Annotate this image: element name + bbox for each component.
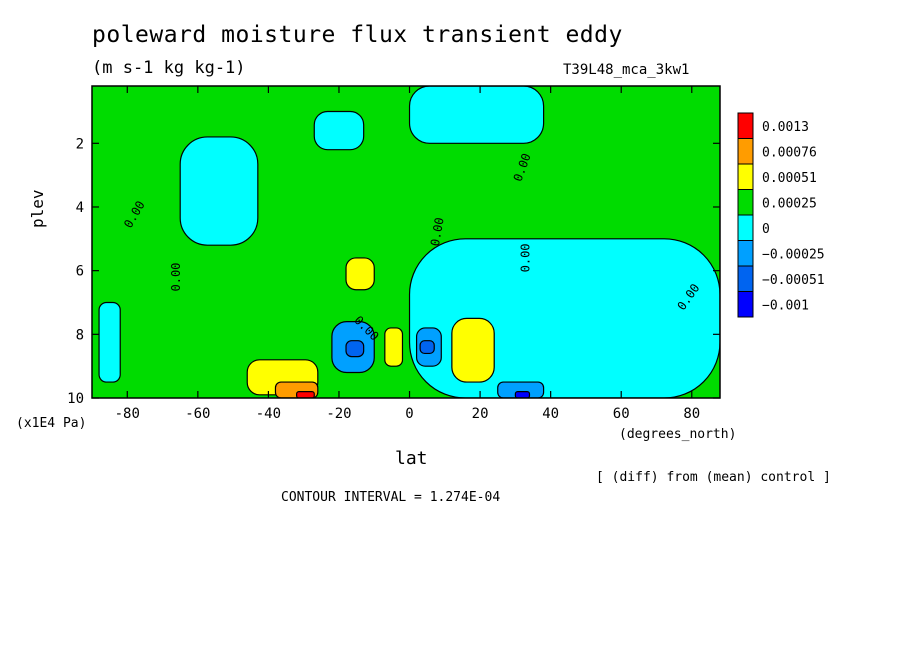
y-tick-label: 10 (67, 391, 84, 407)
legend-label: 0.00025 (762, 196, 817, 211)
contour-region-16 (514, 391, 531, 398)
x-tick-label: 60 (613, 406, 630, 422)
contour-region-8 (345, 257, 375, 291)
x-tick-label: 20 (472, 406, 489, 422)
contour-region-0 (98, 301, 121, 383)
x-axis-label: lat (395, 448, 428, 469)
y-tick-label: 8 (76, 327, 84, 343)
legend-swatch (737, 291, 754, 318)
legend-swatch (737, 240, 754, 267)
x-tick-label: 40 (542, 406, 559, 422)
contour-region-7 (296, 391, 315, 398)
y-tick-label: 6 (76, 264, 84, 280)
diff-note: [ (diff) from (mean) control ] (596, 470, 831, 485)
x-tick-label: 0 (405, 406, 413, 422)
contour-region-2 (313, 110, 365, 151)
plot-frame (91, 85, 721, 399)
contour-label: 0.00 (518, 243, 532, 272)
legend-label: 0 (762, 222, 770, 237)
chart-title: poleward moisture flux transient eddy (92, 22, 623, 48)
legend-label: 0.00076 (762, 145, 817, 160)
legend-label: −0.001 (762, 298, 809, 313)
legend-swatch (737, 163, 754, 190)
contour-region-15 (497, 381, 545, 398)
legend-label: 0.0013 (762, 120, 809, 135)
x-tick-label: 80 (683, 406, 700, 422)
contour-region-3 (408, 86, 545, 144)
contour-label: 0.00 (428, 216, 447, 247)
legend-swatch (737, 265, 754, 292)
legend-label: 0.00051 (762, 171, 817, 186)
x-tick-label: -80 (115, 406, 140, 422)
y-tick-label: 4 (76, 200, 84, 216)
legend-swatch (737, 189, 754, 216)
legend-label: −0.00051 (762, 273, 825, 288)
contour-label: 0.00 (169, 263, 183, 292)
x-tick-label: -60 (185, 406, 210, 422)
y-axis-units: (x1E4 Pa) (16, 416, 87, 431)
x-tick-label: -40 (256, 406, 281, 422)
x-axis-units: (degrees_north) (619, 427, 737, 442)
run-name: T39L48_mca_3kw1 (563, 62, 690, 78)
contour-region-1 (179, 136, 259, 246)
legend-swatch (737, 138, 754, 165)
contour-region-14 (419, 340, 435, 355)
legend-label: −0.00025 (762, 247, 825, 262)
contour-interval: CONTOUR INTERVAL = 1.274E-04 (281, 490, 501, 505)
contour-region-12 (345, 340, 365, 358)
legend-swatch (737, 214, 754, 241)
y-tick-label: 2 (76, 136, 84, 152)
x-tick-label: -20 (326, 406, 351, 422)
chart-units: (m s-1 kg kg-1) (92, 58, 246, 78)
contour-region-10 (451, 317, 495, 383)
legend-swatch (737, 112, 754, 139)
contour-region-9 (384, 327, 404, 367)
